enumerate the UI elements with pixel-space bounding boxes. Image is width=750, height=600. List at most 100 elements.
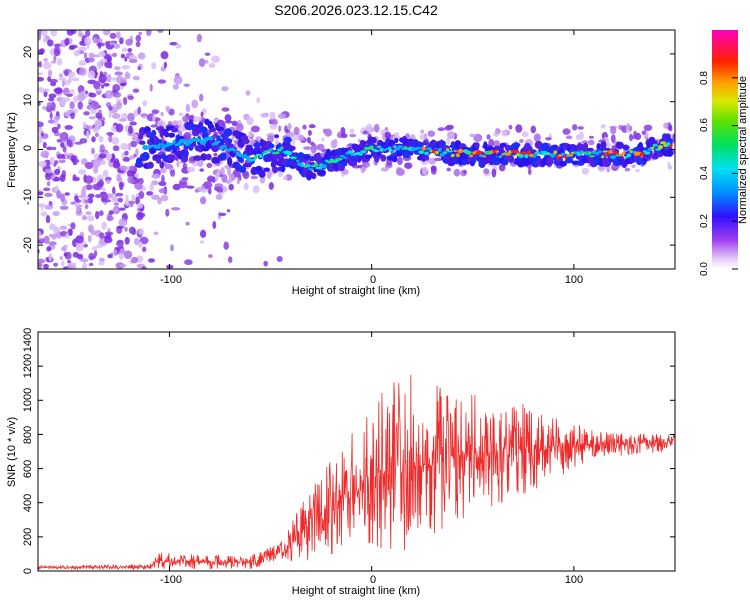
noise-blob — [64, 192, 70, 196]
noise-blob — [85, 30, 91, 37]
band-blob — [155, 126, 165, 131]
noise-blob — [91, 136, 96, 143]
band-blob — [392, 155, 398, 163]
noise-blob — [641, 130, 646, 135]
noise-blob — [178, 125, 187, 132]
noise-blob — [124, 226, 128, 232]
noise-blob — [380, 167, 389, 172]
noise-blob — [67, 77, 73, 83]
band-blob — [272, 166, 278, 174]
noise-blob — [177, 119, 183, 127]
noise-blob — [220, 166, 225, 176]
noise-blob — [116, 101, 122, 110]
noise-blob — [248, 130, 254, 138]
noise-blob — [108, 153, 113, 159]
noise-blob — [73, 96, 79, 103]
noise-blob — [108, 109, 112, 119]
noise-blob — [92, 159, 101, 168]
noise-blob — [53, 262, 58, 267]
snr-x-tick-label: -100 — [160, 574, 182, 586]
noise-blob — [43, 187, 51, 192]
noise-blob — [214, 172, 219, 181]
noise-blob — [128, 226, 136, 235]
noise-blob — [165, 105, 170, 113]
noise-blob — [252, 185, 260, 194]
noise-blob — [98, 135, 104, 143]
noise-blob — [302, 124, 307, 130]
noise-blob — [120, 53, 125, 59]
colorbar-tick-label: 0.2 — [699, 214, 710, 228]
band-blob — [215, 126, 225, 132]
ridge-blob — [320, 164, 328, 169]
noise-blob — [221, 107, 230, 112]
noise-blob — [588, 135, 595, 139]
ridge-blob — [532, 154, 536, 158]
noise-blob — [116, 75, 124, 84]
noise-blob — [118, 118, 127, 122]
noise-blob — [101, 193, 109, 201]
noise-blob — [44, 168, 53, 174]
band-blob — [380, 154, 387, 162]
noise-blob — [67, 260, 71, 264]
noise-blob — [212, 220, 217, 229]
noise-blob — [160, 51, 169, 60]
ridge-blob — [287, 151, 293, 156]
noise-blob — [93, 81, 101, 90]
noise-blob — [65, 233, 70, 239]
ridge-blob — [518, 154, 524, 158]
noise-blob — [181, 177, 189, 181]
noise-blob — [96, 61, 103, 70]
band-blob — [587, 147, 594, 152]
ridge-blob — [524, 153, 529, 159]
noise-blob — [128, 155, 135, 160]
band-blob — [242, 138, 250, 145]
ridge-blob — [520, 151, 527, 155]
ridge-blob — [273, 151, 280, 155]
noise-blob — [38, 101, 41, 106]
noise-blob — [135, 148, 139, 157]
band-blob — [283, 136, 292, 144]
ridge-blob — [169, 142, 174, 146]
noise-blob — [38, 76, 44, 82]
spectrogram-y-tick-label: 0 — [22, 145, 34, 151]
noise-blob — [138, 228, 144, 235]
noise-blob — [47, 119, 55, 124]
noise-blob — [158, 188, 167, 194]
ridge-blob — [569, 153, 574, 157]
noise-blob — [99, 159, 106, 166]
snr-x-tick-label: 100 — [565, 574, 583, 586]
noise-blob — [47, 39, 54, 47]
noise-blob — [169, 41, 178, 46]
snr-panel: -100 0 100 Height of straight line (km) … — [6, 328, 676, 597]
noise-blob — [663, 122, 669, 129]
ridge-blob — [610, 155, 617, 160]
noise-blob — [112, 145, 119, 152]
noise-blob — [91, 101, 100, 110]
noise-blob — [66, 30, 74, 36]
noise-blob — [77, 101, 84, 110]
ridge-blob — [476, 150, 482, 155]
band-blob — [151, 129, 157, 137]
noise-blob — [92, 126, 100, 134]
noise-blob — [98, 51, 106, 58]
noise-blob — [58, 77, 67, 81]
noise-blob — [42, 105, 47, 110]
noise-blob — [107, 254, 112, 259]
spectrogram-y-tick-label: 20 — [22, 46, 34, 58]
band-blob — [183, 151, 189, 158]
noise-blob — [178, 181, 188, 189]
ridge-blob — [608, 149, 613, 154]
ridge-blob — [498, 155, 502, 159]
noise-blob — [267, 135, 274, 143]
noise-blob — [185, 221, 190, 226]
noise-blob — [48, 252, 53, 262]
noise-blob — [597, 165, 606, 171]
noise-blob — [519, 139, 524, 143]
ridge-blob — [157, 143, 165, 146]
noise-blob — [38, 262, 42, 269]
spectrogram-ticks — [38, 30, 675, 269]
noise-blob — [149, 183, 154, 192]
noise-blob — [208, 62, 216, 68]
noise-blob — [191, 99, 199, 109]
noise-blob — [92, 37, 98, 44]
